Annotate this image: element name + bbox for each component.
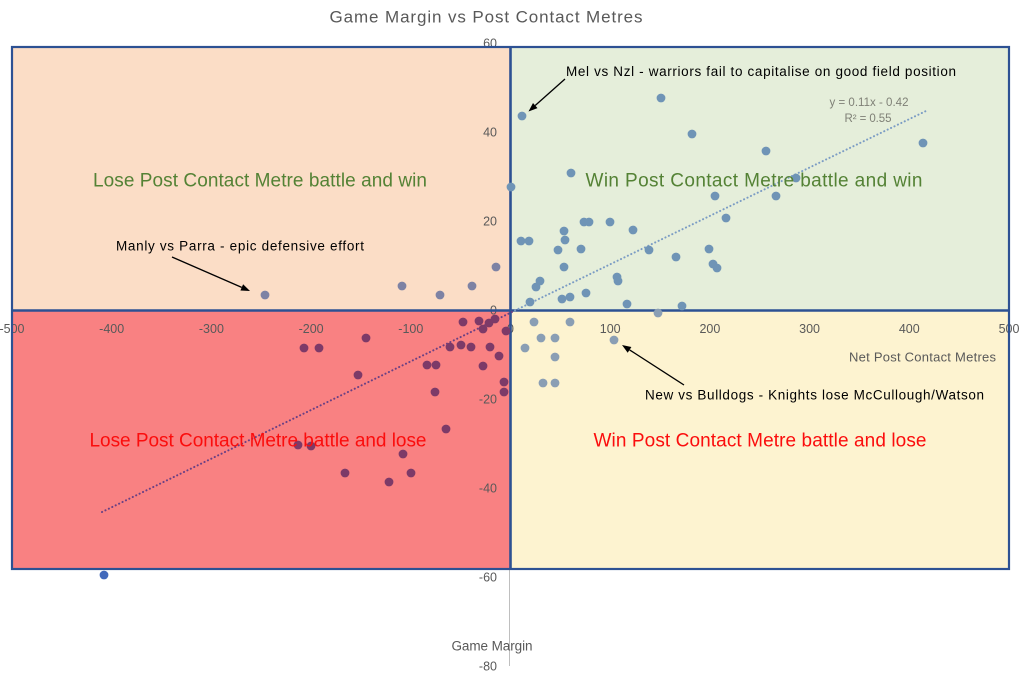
svg-text:200: 200 — [699, 322, 720, 336]
svg-text:Game Margin: Game Margin — [452, 639, 533, 654]
svg-text:-300: -300 — [199, 322, 224, 336]
svg-text:60: 60 — [483, 37, 497, 51]
svg-text:Lose Post Contact Metre battle: Lose Post Contact Metre battle and win — [93, 171, 427, 192]
svg-text:-400: -400 — [99, 322, 124, 336]
svg-text:R² = 0.55: R² = 0.55 — [845, 113, 892, 125]
svg-text:20: 20 — [483, 215, 497, 229]
svg-text:Mel vs Nzl - warriors fail to: Mel vs Nzl - warriors fail to capitalise… — [566, 64, 956, 79]
svg-text:-100: -100 — [398, 322, 423, 336]
svg-text:-60: -60 — [479, 571, 497, 585]
svg-text:-20: -20 — [479, 393, 497, 407]
svg-text:-200: -200 — [299, 322, 324, 336]
svg-text:New vs Bulldogs - Knights lose: New vs Bulldogs - Knights lose McCulloug… — [645, 388, 984, 403]
svg-text:Win Post Contact Metre battle: Win Post Contact Metre battle and win — [586, 171, 923, 192]
svg-text:Manly vs Parra - epic defensiv: Manly vs Parra - epic defensive effort — [116, 239, 364, 254]
svg-text:100: 100 — [600, 322, 621, 336]
svg-text:300: 300 — [799, 322, 820, 336]
svg-text:-80: -80 — [479, 660, 497, 674]
svg-text:Lose Post Contact Metre battle: Lose Post Contact Metre battle and lose — [90, 431, 427, 452]
svg-text:400: 400 — [899, 322, 920, 336]
svg-text:Win Post Contact Metre battle: Win Post Contact Metre battle and lose — [594, 431, 927, 452]
svg-text:-40: -40 — [479, 482, 497, 496]
svg-text:40: 40 — [483, 126, 497, 140]
svg-text:Game Margin vs Post Contact Me: Game Margin vs Post Contact Metres — [330, 8, 643, 27]
svg-text:y = 0.11x - 0.42: y = 0.11x - 0.42 — [830, 97, 909, 109]
svg-text:Net Post Contact Metres: Net Post Contact Metres — [849, 350, 997, 365]
